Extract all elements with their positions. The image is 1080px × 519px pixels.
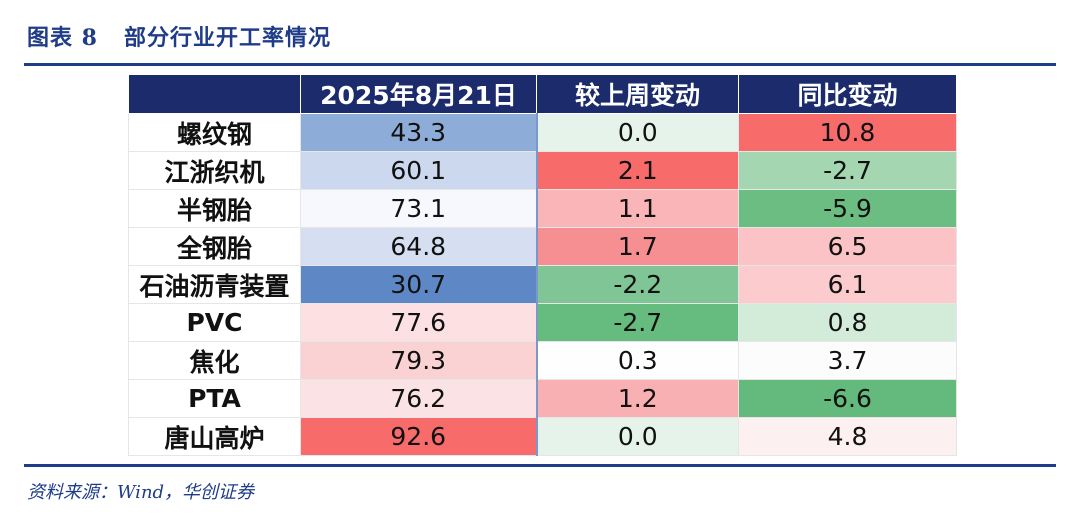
table-header-row: 2025年8月21日 较上周变动 同比变动 bbox=[128, 74, 957, 114]
source-divider bbox=[24, 464, 1056, 467]
table-row: PTA 76.2 1.2 -6.6 bbox=[128, 379, 957, 418]
cell-operating-rate: 79.3 bbox=[300, 341, 538, 380]
cell-operating-rate: 64.8 bbox=[300, 227, 538, 266]
cell-operating-rate: 73.1 bbox=[300, 189, 538, 228]
operating-rate-table: 2025年8月21日 较上周变动 同比变动 螺纹钢 43.3 0.0 10.8 江浙织机… bbox=[128, 74, 957, 456]
row-label: PVC bbox=[128, 303, 301, 342]
figure-title-text: 部分行业开工率情况 bbox=[123, 25, 331, 51]
cell-yoy-change: 4.8 bbox=[738, 417, 957, 456]
row-label: 半钢胎 bbox=[128, 189, 301, 228]
cell-yoy-change: -6.6 bbox=[738, 379, 957, 418]
table-row: 半钢胎 73.1 1.1 -5.9 bbox=[128, 189, 957, 228]
cell-week-change: 0.0 bbox=[536, 417, 739, 456]
table-row: 焦化 79.3 0.3 3.7 bbox=[128, 341, 957, 380]
cell-operating-rate: 76.2 bbox=[300, 379, 538, 418]
cell-operating-rate: 92.6 bbox=[300, 417, 538, 456]
cell-week-change: 1.7 bbox=[536, 227, 739, 266]
cell-yoy-change: 0.8 bbox=[738, 303, 957, 342]
cell-yoy-change: 6.1 bbox=[738, 265, 957, 304]
row-label: 唐山高炉 bbox=[128, 417, 301, 456]
cell-week-change: 1.1 bbox=[536, 189, 739, 228]
cell-week-change: -2.2 bbox=[536, 265, 739, 304]
table-row: PVC 77.6 -2.7 0.8 bbox=[128, 303, 957, 342]
cell-yoy-change: 3.7 bbox=[738, 341, 957, 380]
figure-label: 图表 8 bbox=[27, 25, 98, 51]
header-date: 2025年8月21日 bbox=[300, 74, 537, 114]
cell-week-change: 2.1 bbox=[536, 151, 739, 190]
table-row: 螺纹钢 43.3 0.0 10.8 bbox=[128, 113, 957, 152]
table-row: 唐山高炉 92.6 0.0 4.8 bbox=[128, 417, 957, 456]
source-note: 资料来源：Wind，华创证券 bbox=[27, 482, 255, 503]
row-label: 焦化 bbox=[128, 341, 301, 380]
cell-yoy-change: -2.7 bbox=[738, 151, 957, 190]
header-yoy-change: 同比变动 bbox=[738, 74, 957, 114]
row-label: 螺纹钢 bbox=[128, 113, 301, 152]
table-row: 江浙织机 60.1 2.1 -2.7 bbox=[128, 151, 957, 190]
row-label: 江浙织机 bbox=[128, 151, 301, 190]
cell-yoy-change: 10.8 bbox=[738, 113, 957, 152]
row-label: PTA bbox=[128, 379, 301, 418]
row-label: 全钢胎 bbox=[128, 227, 301, 266]
table-row: 全钢胎 64.8 1.7 6.5 bbox=[128, 227, 957, 266]
table-row: 石油沥青装置 30.7 -2.2 6.1 bbox=[128, 265, 957, 304]
row-label: 石油沥青装置 bbox=[128, 265, 301, 304]
header-week-change: 较上周变动 bbox=[536, 74, 739, 114]
cell-week-change: 1.2 bbox=[536, 379, 739, 418]
cell-operating-rate: 60.1 bbox=[300, 151, 538, 190]
title-divider bbox=[24, 63, 1056, 66]
cell-week-change: 0.0 bbox=[536, 113, 739, 152]
cell-yoy-change: 6.5 bbox=[738, 227, 957, 266]
cell-yoy-change: -5.9 bbox=[738, 189, 957, 228]
cell-week-change: -2.7 bbox=[536, 303, 739, 342]
header-corner bbox=[128, 74, 301, 114]
cell-operating-rate: 30.7 bbox=[300, 265, 538, 304]
figure-title: 图表 8 部分行业开工率情况 bbox=[27, 20, 331, 52]
cell-operating-rate: 77.6 bbox=[300, 303, 538, 342]
cell-operating-rate: 43.3 bbox=[300, 113, 538, 152]
cell-week-change: 0.3 bbox=[536, 341, 739, 380]
